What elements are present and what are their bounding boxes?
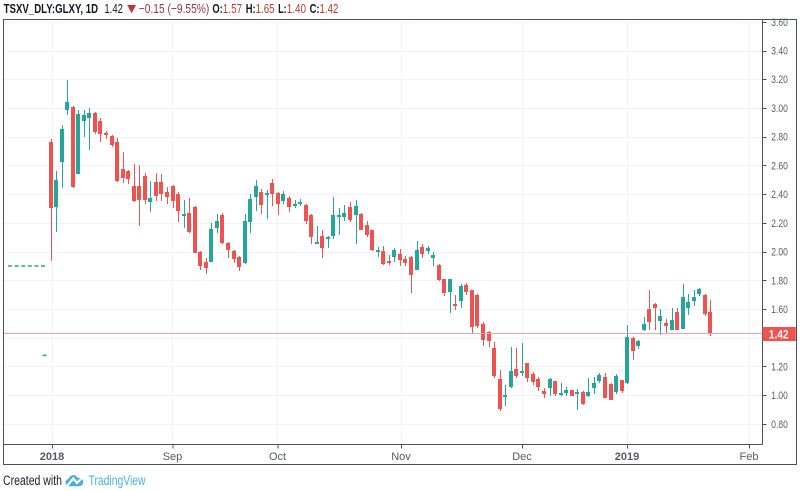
svg-text:TradingView: TradingView xyxy=(89,473,146,488)
svg-text:Created with: Created with xyxy=(3,473,62,488)
svg-text:2.80: 2.80 xyxy=(771,132,788,144)
svg-text:2019: 2019 xyxy=(615,451,639,463)
svg-text:1.00: 1.00 xyxy=(771,390,788,402)
svg-text:Sep: Sep xyxy=(163,451,183,463)
svg-text:2.00: 2.00 xyxy=(771,247,788,259)
svg-text:C:: C: xyxy=(310,1,320,16)
svg-text:2.20: 2.20 xyxy=(771,218,788,230)
svg-text:L:: L: xyxy=(278,1,287,16)
svg-text:−0.15 (−9.55%): −0.15 (−9.55%) xyxy=(139,1,210,16)
svg-text:1.80: 1.80 xyxy=(771,275,788,287)
svg-text:1.42: 1.42 xyxy=(104,1,123,16)
svg-text:3.40: 3.40 xyxy=(771,46,788,58)
svg-text:1.42: 1.42 xyxy=(320,1,339,16)
svg-text:1.42: 1.42 xyxy=(769,328,789,342)
svg-text:1.57: 1.57 xyxy=(223,1,242,16)
svg-text:1.60: 1.60 xyxy=(771,304,788,316)
svg-text:2.60: 2.60 xyxy=(771,160,788,172)
svg-text:2.40: 2.40 xyxy=(771,189,788,201)
svg-text:3.20: 3.20 xyxy=(771,74,788,86)
svg-text:O:: O: xyxy=(212,1,222,16)
svg-text:3.00: 3.00 xyxy=(771,103,788,115)
svg-text:3.60: 3.60 xyxy=(771,17,788,29)
svg-text:Dec: Dec xyxy=(512,451,532,463)
svg-text:1.40: 1.40 xyxy=(287,1,306,16)
svg-text:1.65: 1.65 xyxy=(256,1,275,16)
svg-text:H:: H: xyxy=(246,1,256,16)
svg-text:Nov: Nov xyxy=(391,451,411,463)
svg-text:0.80: 0.80 xyxy=(771,419,788,431)
svg-text:TSXV_DLY:GLXY, 1D: TSXV_DLY:GLXY, 1D xyxy=(4,1,99,16)
svg-text:1.20: 1.20 xyxy=(771,361,788,373)
svg-text:Feb: Feb xyxy=(740,451,759,463)
svg-text:Oct: Oct xyxy=(269,451,286,463)
svg-text:2018: 2018 xyxy=(40,451,64,463)
